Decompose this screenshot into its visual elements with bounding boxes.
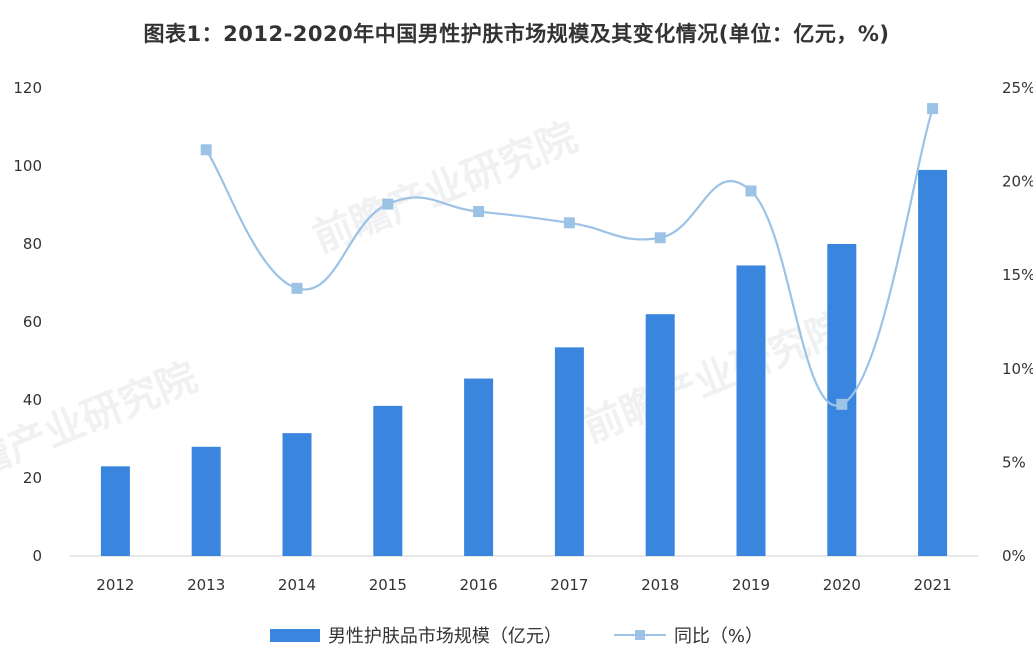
legend: 男性护肤品市场规模（亿元） 同比（%） [0,622,1033,648]
bar-2021 [918,169,948,556]
yoy-point-2019 [745,185,757,197]
bar-2012 [100,466,130,556]
left-tick-label: 40 [23,391,42,409]
yoy-point-2018 [654,232,666,244]
bar-2016 [464,378,494,556]
yoy-point-2017 [563,217,575,229]
left-tick-label: 100 [13,157,42,175]
yoy-point-2013 [200,144,212,156]
legend-item-yoy: 同比（%） [613,622,764,648]
x-tick-label: 2017 [550,576,588,594]
left-tick-label: 120 [13,79,42,97]
x-tick-label: 2019 [732,576,770,594]
x-tick-label: 2015 [369,576,407,594]
bar-series [100,169,948,556]
right-tick-label: 25% [1002,79,1033,97]
x-tick-label: 2016 [460,576,498,594]
right-axis-ticks: 0% 5% 10% 15% 20% 25% [1002,79,1033,565]
left-tick-label: 0 [32,547,42,565]
bar-2013 [191,446,221,556]
left-axis-ticks: 0 20 40 60 80 100 120 [13,79,42,565]
left-tick-label: 80 [23,235,42,253]
yoy-point-2021 [927,103,939,115]
bar-2017 [554,347,584,556]
x-tick-label: 2012 [96,576,134,594]
x-tick-label: 2021 [914,576,952,594]
bar-2014 [282,433,312,556]
watermark-1: 前瞻产业研究院 [577,304,854,452]
right-tick-label: 5% [1002,453,1026,471]
line-series [200,103,939,410]
legend-label-market-size: 男性护肤品市场规模（亿元） [327,626,562,647]
x-tick-label: 2013 [187,576,225,594]
yoy-point-2016 [473,206,485,218]
x-axis-ticks: 2012 2013 2014 2015 2016 2017 2018 2019 2020 2021 [96,576,951,594]
yoy-point-2020 [836,398,848,410]
x-tick-label: 2020 [823,576,861,594]
left-tick-label: 20 [23,469,42,487]
legend-swatch-line [613,628,666,642]
left-tick-label: 60 [23,313,42,331]
right-tick-label: 15% [1002,266,1033,284]
bar-2019 [736,265,766,556]
right-tick-label: 20% [1002,173,1033,191]
legend-swatch-bar [269,628,320,642]
yoy-point-2015 [382,198,394,210]
x-tick-label: 2014 [278,576,316,594]
legend-label-yoy: 同比（%） [673,626,764,647]
yoy-point-2014 [291,282,303,294]
right-tick-label: 10% [1002,360,1033,378]
bar-2015 [373,405,403,556]
x-tick-label: 2018 [641,576,679,594]
right-tick-label: 0% [1002,547,1026,565]
chart-title: 图表1：2012-2020年中国男性护肤市场规模及其变化情况(单位：亿元，%) [143,22,890,46]
bar-2018 [645,314,675,556]
watermark-0: 前瞻产业研究院 [307,114,584,262]
legend-item-market-size: 男性护肤品市场规模（亿元） [269,622,562,648]
